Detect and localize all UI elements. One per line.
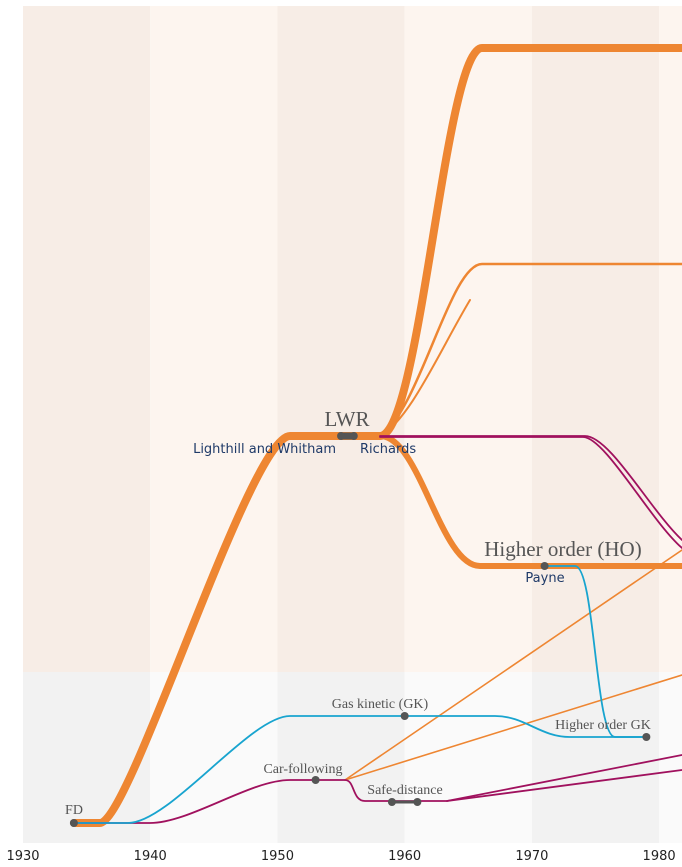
decade-band <box>404 6 532 672</box>
lwr-branch <box>379 299 471 437</box>
purple-line <box>379 435 682 541</box>
decade-band <box>277 672 405 843</box>
x-tick-label: 1960 <box>388 849 421 864</box>
node-label: Higher order (HO) <box>484 537 641 561</box>
decade-band <box>531 672 660 843</box>
ho-line <box>377 433 682 569</box>
safe-distance-line <box>446 769 682 802</box>
node-dot <box>387 798 396 806</box>
node-label: Car-following <box>263 762 342 777</box>
decade-band <box>23 6 151 672</box>
decade-band <box>659 6 682 672</box>
x-tick-label: 1940 <box>134 849 167 864</box>
model-lines <box>70 44 682 827</box>
node-label: LWR <box>324 407 369 431</box>
node-label: Gas kinetic (GK) <box>332 697 429 712</box>
purple-line <box>379 436 682 549</box>
author-label: Richards <box>360 442 416 457</box>
gk-line <box>73 715 647 824</box>
decade-band <box>23 672 151 843</box>
node-label: Higher order GK <box>555 718 651 733</box>
node-dot <box>413 798 422 806</box>
decade-band <box>150 672 278 843</box>
node-dot <box>400 712 409 720</box>
lwr-branch <box>378 262 682 438</box>
node-dot <box>69 819 78 827</box>
x-tick-label: 1950 <box>261 849 294 864</box>
node-dot <box>540 562 549 570</box>
decade-band <box>150 6 278 672</box>
cf-branch <box>344 674 682 781</box>
x-tick-label: 1970 <box>515 849 548 864</box>
node-dot <box>642 733 651 741</box>
author-label: Payne <box>525 571 564 586</box>
x-tick-label: 1930 <box>6 849 39 864</box>
cf-branch <box>344 549 682 781</box>
author-label: Lighthill and Whitham <box>193 442 336 457</box>
x-tick-label: 1980 <box>643 849 676 864</box>
payne-line <box>544 565 647 738</box>
decade-band <box>277 6 405 672</box>
decade-band <box>531 6 660 672</box>
lwr-line <box>70 44 682 827</box>
node-dot <box>311 776 320 784</box>
node-dot <box>337 432 346 440</box>
node-label: Safe-distance <box>367 783 442 798</box>
node-label: FD <box>65 803 83 818</box>
decade-band <box>404 672 532 843</box>
car-following-line <box>73 754 682 824</box>
node-dot <box>349 432 358 440</box>
